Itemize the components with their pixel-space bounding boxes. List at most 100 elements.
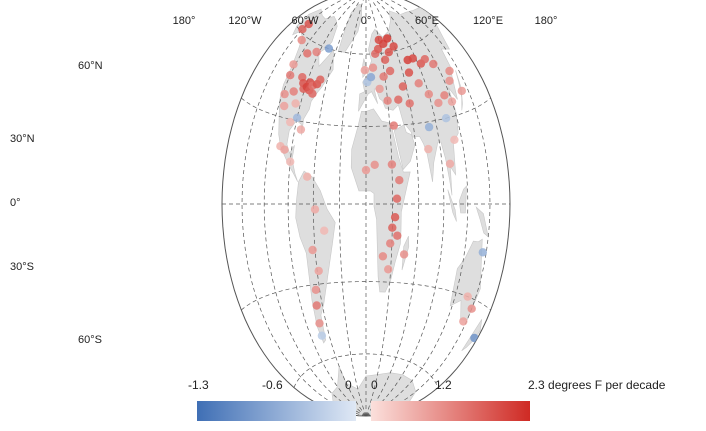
parallel-line: [241, 281, 491, 311]
station-marker: [368, 63, 378, 72]
station-marker: [387, 160, 397, 169]
station-marker: [373, 44, 383, 54]
station-marker: [429, 59, 438, 69]
station-marker: [441, 114, 451, 123]
station-marker: [388, 223, 397, 232]
meridian-label-180w: 180°: [173, 15, 196, 27]
legend-tick-pos-zero: 0: [371, 378, 378, 392]
meridian-label-60w: 60°W: [291, 15, 319, 27]
station-marker: [303, 172, 312, 181]
station-marker: [434, 98, 443, 108]
legend-tick-neg-min: -1.3: [188, 378, 209, 392]
legend-bar-cooling: [197, 401, 356, 421]
station-marker: [308, 89, 317, 98]
station-marker: [324, 44, 334, 53]
station-marker: [310, 205, 320, 214]
station-marker: [393, 231, 402, 240]
station-marker: [280, 101, 289, 111]
station-marker: [420, 55, 429, 64]
station-marker: [297, 35, 306, 45]
land-north-america: [278, 8, 338, 182]
meridian-label-120w: 120°W: [228, 15, 262, 27]
station-marker: [370, 160, 379, 169]
station-marker: [380, 55, 390, 64]
station-marker: [385, 66, 395, 76]
station-marker: [386, 239, 395, 248]
parallel-line: [241, 97, 491, 127]
station-marker: [296, 125, 306, 134]
station-marker: [463, 292, 472, 301]
station-marker: [478, 248, 487, 257]
legend-tick-neg-mid: -0.6: [262, 378, 283, 392]
legend-tick-pos-mid: 1.2: [435, 378, 452, 392]
station-marker: [292, 113, 302, 123]
land-new-guinea: [475, 206, 489, 238]
station-marker: [280, 89, 289, 99]
parallel-line: [293, 20, 439, 55]
station-marker: [286, 71, 295, 80]
parallel-label-60n: 60°N: [78, 60, 103, 72]
parallel-line: [293, 353, 439, 388]
station-marker: [378, 252, 388, 261]
station-marker: [298, 25, 307, 34]
station-marker: [445, 159, 455, 168]
parallel-label-30s: 30°S: [10, 261, 34, 273]
station-marker: [424, 90, 433, 99]
graticule: [222, 0, 510, 416]
station-marker: [304, 19, 313, 29]
station-marker: [408, 54, 417, 63]
station-marker: [383, 34, 392, 43]
station-marker: [384, 48, 393, 57]
station-marker: [395, 176, 404, 185]
station-marker: [315, 319, 324, 328]
parallel-label-30n: 30°N: [10, 133, 35, 145]
station-marker: [447, 97, 457, 106]
parallel-label-0: 0°: [10, 197, 21, 209]
station-marker: [389, 121, 398, 130]
station-marker: [320, 226, 329, 235]
legend-tick-pos-max: 2.3 degrees F per decade: [528, 378, 666, 392]
station-marker: [289, 87, 298, 96]
station-marker: [424, 122, 434, 132]
station-marker: [457, 86, 466, 96]
station-marker: [314, 266, 323, 276]
station-marker: [450, 135, 459, 144]
station-marker: [286, 157, 295, 166]
meridian-line: [312, 0, 367, 416]
station-marker: [379, 72, 388, 81]
station-marker: [384, 265, 393, 274]
land-sumatra: [447, 189, 457, 222]
parallel-label-60s: 60°S: [78, 334, 102, 346]
station-marker: [389, 42, 398, 51]
station-marker: [375, 84, 384, 94]
station-marker: [280, 145, 289, 154]
station-marker: [312, 301, 321, 310]
station-marker: [398, 82, 408, 91]
station-marker: [404, 68, 414, 77]
meridian-label-0: 0°: [361, 15, 372, 27]
station-marker: [312, 47, 321, 57]
meridian-label-120e: 120°E: [473, 15, 503, 27]
station-marker: [289, 60, 298, 69]
station-marker: [405, 99, 414, 108]
meridian-label-60e: 60°E: [415, 15, 439, 27]
station-marker: [291, 99, 300, 108]
station-marker: [286, 117, 295, 127]
land-borneo: [458, 185, 467, 214]
station-marker: [390, 213, 400, 222]
station-marker: [308, 245, 317, 255]
station-marker: [414, 79, 423, 88]
station-marker: [360, 66, 369, 75]
station-marker: [467, 304, 476, 313]
station-marker: [366, 73, 376, 82]
station-marker: [424, 144, 433, 154]
station-marker: [303, 49, 312, 58]
station-marker: [459, 317, 468, 326]
station-marker: [317, 331, 327, 340]
legend-bar-warming: [371, 401, 530, 421]
station-marker: [392, 194, 402, 203]
station-marker: [316, 75, 325, 84]
station-marker: [383, 96, 392, 105]
station-marker: [361, 165, 371, 175]
station-marker: [445, 76, 454, 86]
